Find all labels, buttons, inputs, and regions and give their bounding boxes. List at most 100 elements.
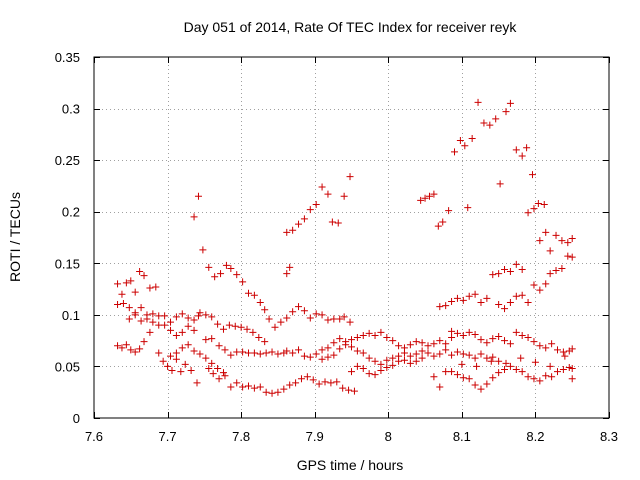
data-point <box>168 367 176 375</box>
data-point <box>502 108 510 116</box>
data-point <box>501 366 509 374</box>
data-point <box>122 279 130 287</box>
data-point <box>418 339 426 347</box>
data-point <box>383 363 391 371</box>
data-point <box>558 264 566 272</box>
data-point <box>400 349 408 357</box>
data-point <box>377 328 385 336</box>
data-point <box>131 348 139 356</box>
data-point <box>565 363 573 371</box>
data-point <box>149 318 157 326</box>
data-point <box>196 350 204 358</box>
data-point <box>395 352 403 360</box>
data-point <box>512 146 520 154</box>
data-point <box>202 354 210 362</box>
data-point <box>146 328 154 336</box>
data-point <box>506 268 514 276</box>
data-point <box>184 314 192 322</box>
data-point <box>495 301 503 309</box>
data-point <box>558 237 566 245</box>
data-point <box>137 304 145 312</box>
data-point <box>119 300 127 308</box>
data-point <box>412 338 420 346</box>
data-point <box>495 270 503 278</box>
data-point <box>221 346 229 354</box>
data-point <box>250 349 258 357</box>
data-point <box>274 350 282 358</box>
data-point <box>306 314 314 322</box>
data-point <box>568 345 576 353</box>
data-point <box>199 246 207 254</box>
data-point <box>214 320 222 328</box>
data-point <box>448 351 456 359</box>
data-point <box>477 385 485 393</box>
data-point <box>250 291 258 299</box>
data-point <box>340 313 348 321</box>
data-point <box>295 303 303 311</box>
data-point <box>348 343 355 351</box>
data-point <box>172 349 180 357</box>
data-point <box>336 345 344 353</box>
data-point <box>215 375 223 383</box>
data-point <box>155 349 163 357</box>
data-point <box>442 346 450 354</box>
data-point <box>518 265 526 273</box>
data-point <box>518 368 526 376</box>
data-point <box>448 334 456 342</box>
data-point <box>495 357 503 365</box>
data-point <box>568 375 576 383</box>
data-point <box>483 380 491 388</box>
data-point <box>540 200 548 208</box>
data-point <box>312 310 320 318</box>
data-point <box>546 247 554 255</box>
data-point <box>328 218 336 226</box>
data-point <box>137 317 145 325</box>
data-point <box>211 273 219 281</box>
data-point <box>286 263 294 271</box>
data-point <box>517 354 525 362</box>
data-point <box>442 340 450 348</box>
data-point <box>339 384 347 392</box>
data-point <box>546 362 554 370</box>
data-point <box>261 338 269 346</box>
data-point <box>219 325 227 333</box>
data-point <box>261 306 269 314</box>
data-point <box>552 231 560 239</box>
data-point <box>303 373 311 381</box>
data-point <box>501 305 509 313</box>
data-point <box>453 348 461 356</box>
y-tick-label: 0.2 <box>62 205 80 220</box>
data-point <box>542 228 550 236</box>
data-point <box>389 361 397 369</box>
data-point <box>425 192 433 200</box>
data-point <box>283 347 291 355</box>
y-tick-label: 0.3 <box>62 102 80 117</box>
data-point <box>245 289 252 297</box>
data-point <box>464 204 472 212</box>
data-point <box>315 380 323 388</box>
data-point <box>489 271 497 279</box>
data-point <box>524 373 532 381</box>
data-point <box>208 359 216 367</box>
data-point <box>140 272 148 280</box>
data-point <box>534 199 542 207</box>
data-point <box>172 355 180 363</box>
data-point <box>143 311 151 319</box>
data-point <box>146 284 154 292</box>
data-point <box>395 342 403 350</box>
data-point <box>486 121 494 129</box>
x-tick-label: 7.7 <box>159 429 177 444</box>
data-point <box>330 351 338 359</box>
data-point <box>424 342 432 350</box>
data-point <box>194 312 202 320</box>
x-tick-label: 8 <box>385 429 392 444</box>
data-point <box>383 334 391 342</box>
data-point <box>436 303 444 311</box>
data-point <box>127 346 135 354</box>
data-point <box>471 381 479 389</box>
data-point <box>336 335 344 343</box>
y-tick-label: 0.15 <box>55 256 80 271</box>
data-point <box>377 360 385 368</box>
data-point <box>400 356 408 364</box>
data-point <box>536 377 544 385</box>
